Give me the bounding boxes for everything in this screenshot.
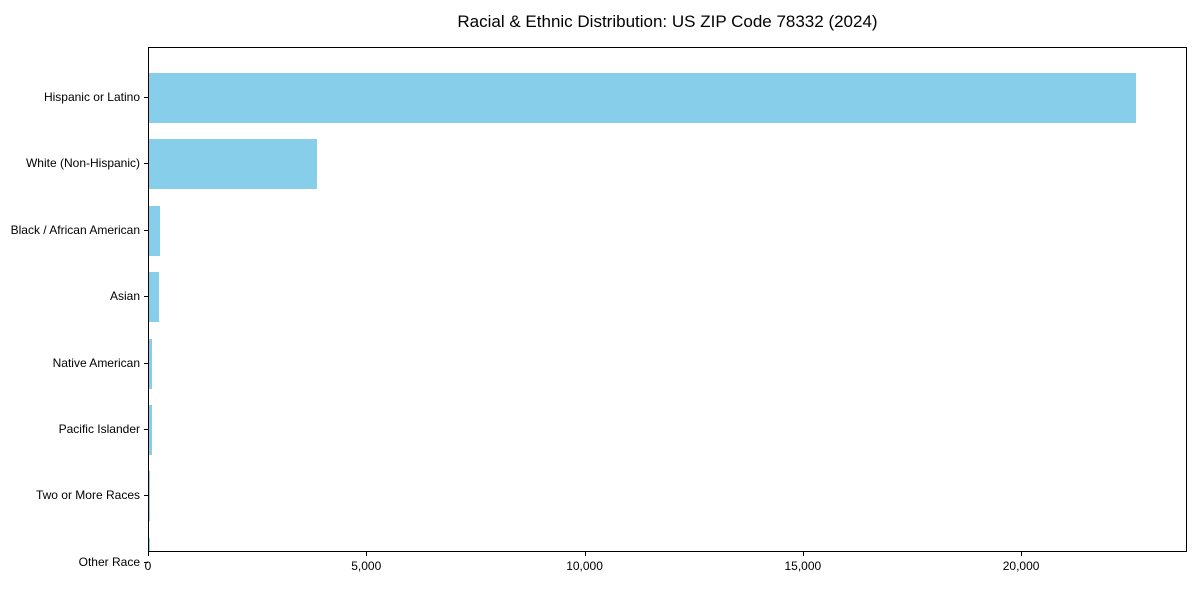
y-axis-label-pacific-islander: Pacific Islander <box>58 422 140 437</box>
bar-pacific-islander <box>149 405 153 456</box>
x-axis-tick-label: 5,000 <box>351 559 382 573</box>
bar-hispanic-or-latino <box>149 73 1136 123</box>
bar-native-american <box>149 338 153 389</box>
x-axis-tick-label: 0 <box>144 559 152 573</box>
x-axis-tick <box>148 552 149 556</box>
x-axis-tick-label: 20,000 <box>1002 559 1040 573</box>
bar-asian <box>149 272 160 323</box>
y-axis-tick <box>144 97 148 98</box>
y-axis-label-white-non-hispanic: White (Non-Hispanic) <box>25 156 140 171</box>
y-axis-tick <box>144 495 148 497</box>
bar-black-african-american <box>149 205 160 256</box>
chart-title: Racial & Ethnic Distribution: US ZIP Cod… <box>457 12 878 31</box>
y-axis-label-asian: Asian <box>109 289 140 304</box>
x-axis-tick <box>1021 552 1023 556</box>
x-axis-tick-label: 10,000 <box>566 559 603 573</box>
y-axis-tick <box>144 229 148 231</box>
y-axis-label-hispanic-or-latino: Hispanic or Latino <box>43 90 140 104</box>
x-axis-tick <box>802 552 804 556</box>
y-axis-tick <box>144 561 148 563</box>
x-axis-tick <box>584 552 586 556</box>
y-axis-label-other-race: Other Race <box>78 554 140 569</box>
y-axis-tick <box>144 296 148 298</box>
bar-white-non-hispanic <box>149 139 317 190</box>
y-axis-label-two-or-more-races: Two or More Races <box>35 488 140 503</box>
y-axis-tick <box>144 362 148 364</box>
y-axis-label-black-african-american: Black / African American <box>10 222 140 237</box>
x-axis-tick-label: 15,000 <box>784 559 822 573</box>
bar-two-or-more-races <box>149 471 151 522</box>
plot-area <box>148 47 1187 552</box>
y-axis-tick <box>144 163 148 165</box>
x-axis-tick <box>366 552 368 556</box>
y-axis-label-native-american: Native American <box>52 355 140 370</box>
y-axis-tick <box>144 429 148 431</box>
